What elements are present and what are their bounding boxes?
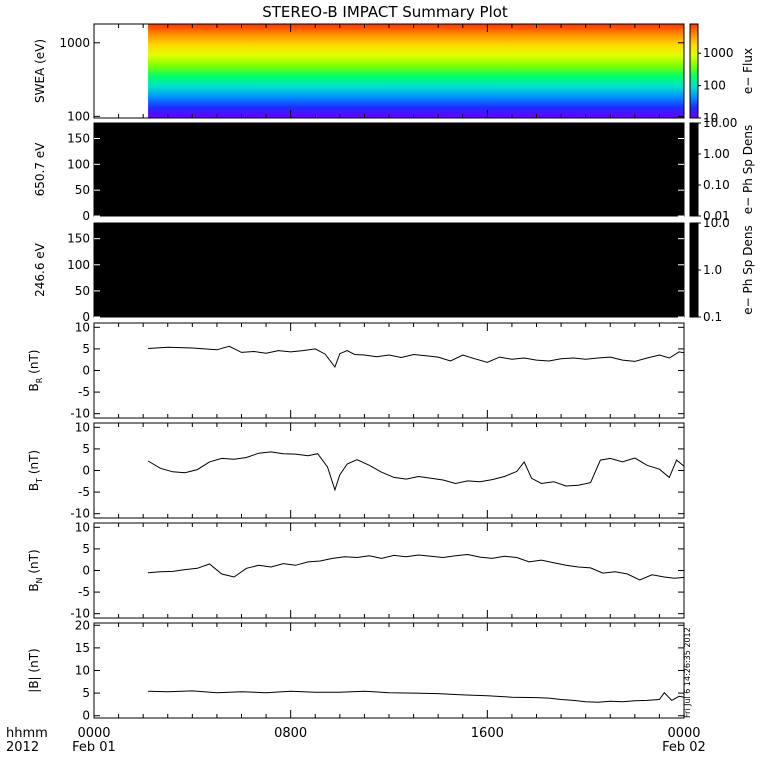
pad650-colorbar-tick-label: 10.00 [703, 116, 737, 130]
br-ytick-label: -5 [78, 385, 90, 399]
bn-ytick-label: -10 [70, 607, 90, 621]
pad650-ytick-label: 50 [75, 183, 90, 197]
bmag-frame [93, 622, 685, 719]
pad650-spectrogram [94, 123, 684, 216]
bn-ytick-label: 10 [75, 520, 90, 534]
br-ylabel-sub: R [35, 377, 44, 383]
time-tick-label: 0000 [77, 726, 110, 741]
bn-ylabel-unit: (nT) [27, 549, 41, 577]
pad650-ytick-label: 150 [67, 132, 90, 146]
time-axis-label-hhmm: hhmm [6, 726, 48, 741]
swea-ytick-label: 1000 [59, 36, 90, 50]
bt-ylabel-sub: T [35, 478, 44, 484]
pad246-ylabel: 246.6 eV [33, 242, 47, 297]
bmag-ytick-label: 0 [82, 709, 90, 723]
pad246-spectrogram [94, 223, 684, 317]
pad650-colorbar-scale [689, 122, 699, 217]
swea-spectrogram [148, 24, 685, 118]
swea-ylabel: SWEA (eV) [33, 39, 47, 103]
plot-title: STEREO-B IMPACT Summary Plot [262, 3, 508, 21]
pad246-ytick-label: 0 [82, 310, 90, 324]
pad246-ytick-label: 100 [67, 258, 90, 272]
br-ytick-label: 0 [82, 364, 90, 378]
bt-ylabel-unit: (nT) [27, 450, 41, 478]
colorbar-flux: 10 100 1000 e− Flux [689, 23, 755, 125]
bn-ylabel-sub: N [35, 577, 44, 583]
time-axis-label-year: 2012 [6, 740, 39, 755]
pad246-ytick-label: 50 [75, 284, 90, 298]
pad650-colorbar-tick-label: 0.01 [703, 209, 730, 223]
bmag-ytick-label: 15 [75, 641, 90, 655]
swea-colorbar-tick-label: 10 [703, 111, 718, 125]
time-tick-label: 1600 [471, 726, 504, 741]
br-ytick-label: 5 [82, 342, 90, 356]
bmag-series-line [148, 690, 685, 703]
bn-ytick-label: 5 [82, 542, 90, 556]
bt-ytick-label: -10 [70, 507, 90, 521]
pad650-ytick-label: 0 [82, 209, 90, 223]
bmag-ylabel-unit: (nT) [27, 648, 41, 676]
panel-bn: -10 -5 0 5 10 BN (nT) [27, 520, 685, 621]
br-ytick-label: -10 [70, 407, 90, 421]
bt-ylabel-main: B [27, 483, 41, 491]
br-series-line [148, 345, 685, 369]
pad650-colorbar-label: e− Ph Sp Dens [741, 125, 755, 214]
panel-swea: 100 1000 SWEA (eV) [33, 23, 685, 123]
br-ylabel-unit: (nT) [27, 350, 41, 378]
pad650-colorbar-tick-label: 1.00 [703, 147, 730, 161]
bmag-ylabel: |B| (nT) [27, 648, 41, 692]
colorbar-pad-246: 0.1 1.0 10.0 e− Ph Sp Dens [689, 216, 755, 324]
bt-series-line [147, 451, 685, 492]
panel-pad-650: 0 50 100 150 650.7 eV [33, 122, 685, 223]
bn-ytick-label: -5 [78, 585, 90, 599]
flux-colorbar-scale [689, 23, 699, 119]
pad650-ytick-label: 100 [67, 157, 90, 171]
swea-colorbar-tick-label: 100 [703, 79, 726, 93]
bmag-ylabel-main: |B| [27, 676, 41, 692]
time-tick-label: 0000 [667, 726, 700, 741]
pad246-colorbar-tick-label: 0.1 [703, 310, 722, 324]
br-ylabel: BR (nT) [27, 350, 44, 392]
bt-ytick-label: 5 [82, 442, 90, 456]
pad246-colorbar-scale [689, 222, 699, 318]
pad650-ylabel: 650.7 eV [33, 142, 47, 197]
bt-ytick-label: -5 [78, 485, 90, 499]
creation-stamp: Fri Jul 6 14:26:35 2012 [683, 627, 692, 718]
time-tick-date: Feb 01 [72, 740, 116, 755]
bt-ytick-label: 10 [75, 420, 90, 434]
panel-bmag: 0 5 10 15 20 |B| (nT) [27, 618, 685, 723]
pad650-colorbar-tick-label: 0.10 [703, 178, 730, 192]
pad246-colorbar-tick-label: 10.0 [703, 216, 730, 230]
colorbar-pad-650: 0.01 0.10 1.00 10.00 e− Ph Sp Dens [689, 116, 755, 223]
pad246-colorbar-label: e− Ph Sp Dens [741, 225, 755, 314]
bmag-ytick-label: 10 [75, 664, 90, 678]
panel-pad-246: 0 50 100 150 246.6 eV [33, 222, 685, 324]
pad246-ytick-label: 150 [67, 232, 90, 246]
time-tick-label: 0800 [274, 726, 307, 741]
br-frame [93, 322, 685, 419]
bn-ylabel: BN (nT) [27, 549, 44, 591]
bmag-ytick-label: 5 [82, 686, 90, 700]
swea-colorbar-label: e− Flux [741, 48, 755, 94]
bn-series-line [148, 553, 685, 581]
br-ytick-label: 10 [75, 320, 90, 334]
bn-ylabel-main: B [27, 583, 41, 591]
bt-ytick-label: 0 [82, 464, 90, 478]
pad246-colorbar-tick-label: 1.0 [703, 263, 722, 277]
bmag-ytick-label: 20 [75, 618, 90, 632]
br-ylabel-main: B [27, 383, 41, 391]
bn-ytick-label: 0 [82, 564, 90, 578]
time-tick-date: Feb 02 [662, 740, 706, 755]
bt-ylabel: BT (nT) [27, 450, 44, 491]
panel-br: -10 -5 0 5 10 BR (nT) [27, 320, 685, 421]
swea-colorbar-tick-label: 1000 [703, 46, 734, 60]
panel-bt: -10 -5 0 5 10 BT (nT) [27, 420, 685, 521]
swea-ytick-label: 100 [67, 109, 90, 123]
